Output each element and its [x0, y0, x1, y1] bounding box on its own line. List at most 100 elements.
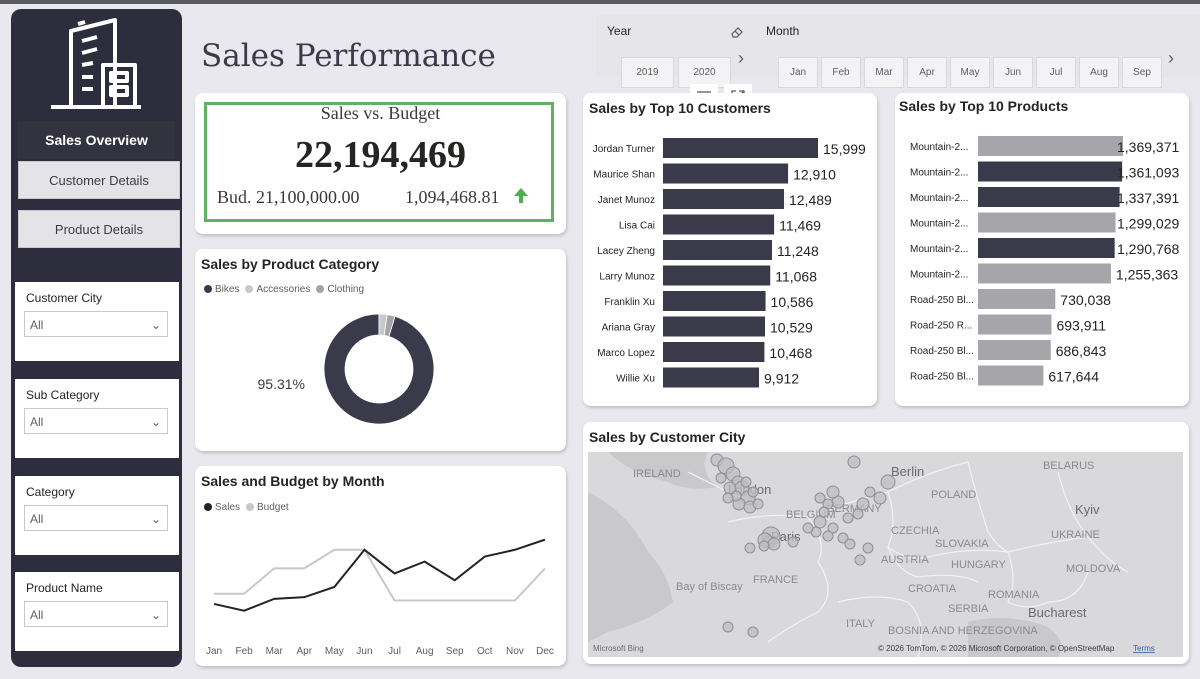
month-aug-button[interactable]: Aug — [1079, 57, 1119, 88]
city-bubble[interactable] — [758, 540, 770, 552]
product-bar[interactable] — [978, 187, 1120, 207]
kpi-value: 22,194,469 — [295, 134, 466, 176]
customer-value: 9,912 — [764, 371, 799, 387]
customer-bar[interactable] — [663, 291, 766, 311]
customer-value: 11,068 — [775, 269, 817, 285]
month-jul-button[interactable]: Jul — [1036, 57, 1076, 88]
month-jun-button[interactable]: Jun — [993, 57, 1033, 88]
customer-city-dropdown[interactable]: All ⌄ — [24, 311, 168, 337]
product-bar[interactable] — [978, 263, 1111, 284]
city-bubble[interactable] — [744, 542, 756, 554]
customer-bar[interactable] — [663, 342, 765, 362]
city-bubble[interactable] — [802, 522, 814, 534]
city-bubble[interactable] — [864, 486, 876, 498]
customer-bar[interactable] — [663, 240, 772, 260]
category-card[interactable]: Sales by Product Category Bikes Accessor… — [195, 249, 566, 451]
legend-item[interactable]: Accessories — [245, 284, 310, 295]
city-bubble[interactable] — [747, 486, 759, 498]
sales-overview-title[interactable]: Sales Overview — [18, 121, 175, 159]
month-card[interactable]: Sales and Budget by Month Sales Budget J… — [195, 466, 566, 666]
legend-item[interactable]: Budget — [246, 502, 289, 513]
customer-bar[interactable] — [663, 138, 818, 158]
legend-item[interactable]: Bikes — [204, 284, 239, 295]
city-bubble[interactable] — [847, 455, 861, 469]
eraser-icon[interactable] — [730, 25, 744, 44]
donut-chart: 95.31% — [258, 313, 435, 425]
city-bubble[interactable] — [813, 515, 827, 529]
city-bubble[interactable] — [814, 492, 826, 504]
city-bubble[interactable] — [842, 512, 854, 524]
city-bubble[interactable] — [854, 554, 866, 566]
category-chart-title: Sales by Product Category — [201, 256, 380, 272]
city-bubble[interactable] — [873, 491, 887, 505]
sales-line[interactable] — [213, 538, 546, 612]
month-sep-button[interactable]: Sep — [1122, 57, 1162, 88]
city-card[interactable]: Sales by Customer City — [583, 422, 1189, 664]
month-tick-label: Mar — [266, 646, 284, 657]
month-chart-title: Sales and Budget by Month — [201, 473, 385, 489]
budget-line[interactable] — [214, 548, 546, 602]
customer-bar[interactable] — [663, 214, 775, 235]
city-bubble[interactable] — [747, 626, 759, 638]
legend-item[interactable]: Sales — [204, 502, 240, 513]
city-bubble[interactable] — [752, 498, 764, 510]
city-bubble[interactable] — [826, 485, 840, 499]
legend-item[interactable]: Clothing — [316, 284, 364, 295]
product-bar[interactable] — [978, 289, 1056, 309]
product-name-dropdown[interactable]: All ⌄ — [24, 601, 168, 627]
month-may-button[interactable]: May — [950, 57, 990, 88]
customer-bar[interactable] — [663, 189, 784, 209]
map-label: UKRAINE — [1051, 529, 1100, 541]
product-label: Mountain-2... — [910, 270, 968, 281]
city-bubble[interactable] — [844, 538, 856, 550]
city-bubble[interactable] — [880, 474, 896, 490]
product-details-button[interactable]: Product Details — [18, 210, 180, 248]
city-bubble[interactable] — [856, 497, 870, 511]
donut-slice[interactable] — [383, 314, 396, 337]
city-bubble[interactable] — [852, 508, 864, 520]
city-bubble[interactable] — [822, 530, 834, 542]
city-bubble[interactable] — [722, 621, 734, 633]
city-bubble[interactable] — [740, 476, 752, 488]
month-feb-button[interactable]: Feb — [821, 57, 861, 88]
city-bubble[interactable] — [787, 536, 799, 548]
customer-details-button[interactable]: Customer Details — [18, 161, 180, 199]
customer-bar[interactable] — [663, 163, 789, 184]
city-bubble[interactable] — [767, 537, 781, 551]
customer-city-map[interactable]: IRELAND London BELGIUM GERMANY Berlin PO… — [588, 452, 1183, 657]
product-value: 693,911 — [1056, 318, 1106, 334]
dropdown-value: All — [30, 512, 44, 526]
customer-bar[interactable] — [663, 265, 771, 286]
product-bar[interactable] — [978, 212, 1116, 233]
customer-bar[interactable] — [663, 367, 760, 388]
customers-card[interactable]: Sales by Top 10 Customers Jordan Turner 1… — [583, 93, 877, 406]
product-bar[interactable] — [978, 161, 1123, 182]
sub-category-dropdown[interactable]: All ⌄ — [24, 408, 168, 434]
month-tick-label: Sep — [446, 646, 464, 657]
product-bar[interactable] — [978, 340, 1051, 360]
chevron-right-icon[interactable]: › — [738, 48, 744, 68]
product-bar[interactable] — [978, 365, 1044, 386]
map-terms-link[interactable]: Terms — [1133, 644, 1155, 653]
city-bubble[interactable] — [722, 492, 734, 504]
city-bubble[interactable] — [837, 532, 849, 544]
product-value: 1,299,029 — [1117, 216, 1179, 232]
product-bar[interactable] — [978, 238, 1115, 258]
city-bubble[interactable] — [818, 506, 830, 518]
product-bar[interactable] — [978, 314, 1052, 335]
city-bubble[interactable] — [862, 542, 874, 554]
month-tick-label: Aug — [416, 646, 434, 657]
month-apr-button[interactable]: Apr — [907, 57, 947, 88]
year-2019-button[interactable]: 2019 — [621, 57, 674, 88]
category-dropdown[interactable]: All ⌄ — [24, 505, 168, 531]
kpi-card[interactable]: Sales vs. Budget 22,194,469 Bud. 21,100,… — [195, 93, 566, 234]
donut-slice[interactable] — [323, 313, 435, 425]
month-mar-button[interactable]: Mar — [864, 57, 904, 88]
month-jan-button[interactable]: Jan — [778, 57, 818, 88]
customer-bar[interactable] — [663, 316, 766, 337]
product-bar[interactable] — [978, 136, 1123, 156]
city-bubble[interactable] — [715, 472, 727, 484]
chevron-right-icon[interactable]: › — [1168, 48, 1174, 68]
products-card[interactable]: Sales by Top 10 Products Mountain-2... 1,… — [895, 93, 1189, 406]
city-bubble[interactable] — [827, 522, 839, 534]
